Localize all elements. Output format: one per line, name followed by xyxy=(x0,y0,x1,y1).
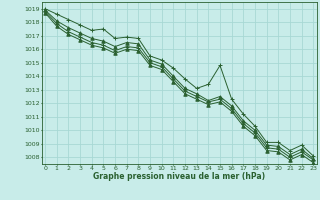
X-axis label: Graphe pression niveau de la mer (hPa): Graphe pression niveau de la mer (hPa) xyxy=(93,172,265,181)
